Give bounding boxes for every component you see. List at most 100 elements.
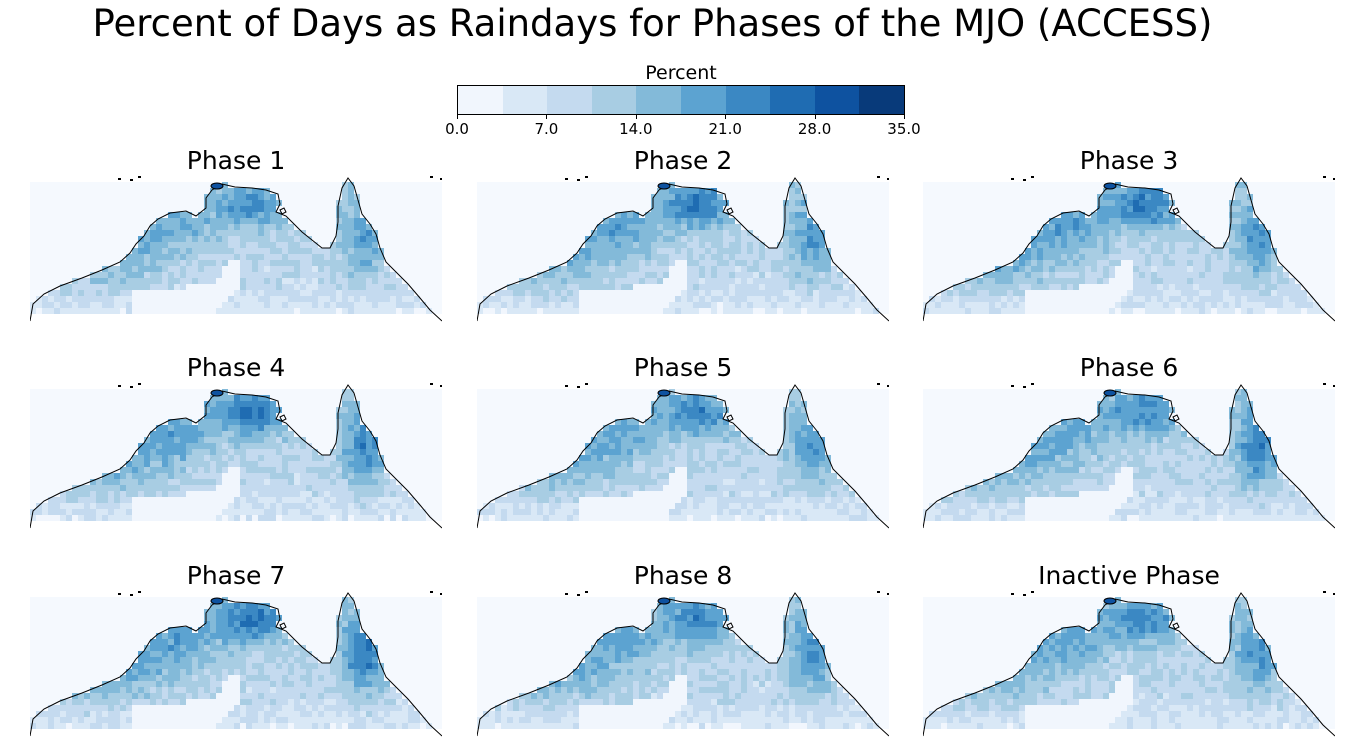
island [726,207,734,215]
colorbar-bin [591,86,637,114]
coastline [477,384,889,529]
coastline-fragment [1031,383,1034,385]
coastline-fragment [118,385,121,387]
map-bottom-strip [477,521,889,533]
panel-title: Phase 2 [633,146,733,175]
map-panel: Phase 1 [30,146,442,326]
coastline-fragment [1023,386,1026,388]
map-bottom-strip [30,729,442,741]
colorbar-bin [547,86,592,114]
colorbar-bin [680,86,726,114]
coastline-fragment [1323,383,1326,385]
coastline-fragment [138,176,141,178]
island [657,597,671,605]
map-panel: Phase 8 [477,561,889,741]
coastline-fragment [1011,178,1014,180]
colorbar-tick [814,114,816,119]
coastline-fragment [1011,385,1014,387]
colorbar-ticks: 0.0 7.0 14.0 21.0 28.0 35.0 [445,114,921,138]
coastline-fragment [430,591,433,593]
colorbar-tick-label: 14.0 [619,120,653,138]
map-panel: Phase 7 [30,561,442,741]
coastline-fragment [887,178,889,180]
coastline-fragment [1333,593,1335,595]
colorbar-bin [725,86,771,114]
colorbar [457,85,905,115]
map-bottom-strip [30,314,442,326]
coastline-fragment [1333,178,1335,180]
colorbar-tick-label: 0.0 [445,120,469,138]
coastline-fragment [440,593,442,595]
map-bottom-strip [477,729,889,741]
map-panel: Phase 2 [477,146,889,326]
coastline-fragment [877,591,880,593]
island [657,182,671,190]
colorbar-bin [502,86,548,114]
coastline-fragment [1031,591,1034,593]
map-panel: Phase 5 [477,353,889,533]
coastline-fragment [877,383,880,385]
coastline-fragment [565,178,568,180]
island [657,389,671,397]
coastline-fragment [585,383,588,385]
island [726,622,734,630]
panel-title: Inactive Phase [1038,561,1220,590]
island [210,597,224,605]
coastline-fragment [440,385,442,387]
island [279,207,287,215]
rainfall-map [923,591,1335,741]
rainfall-map [477,176,889,326]
rainfall-map [477,591,889,741]
map-bottom-strip [923,314,1335,326]
island [279,414,287,422]
rainfall-map [30,383,442,533]
figure-title: Percent of Days as Raindays for Phases o… [92,2,1213,45]
coastline-fragment [1323,591,1326,593]
coastline-fragment [1023,179,1026,181]
map-bottom-strip [923,521,1335,533]
coastline-fragment [887,593,889,595]
map-panel: Phase 4 [30,353,442,533]
map-panel: Phase 3 [923,146,1335,326]
coastline-fragment [130,179,133,181]
colorbar-tick [546,114,548,119]
coastline-fragment [138,591,141,593]
panel-title: Phase 5 [633,353,733,382]
island [1103,389,1117,397]
panel-title: Phase 6 [1079,353,1179,382]
coastline-fragment [1323,176,1326,178]
island [210,389,224,397]
island [210,182,224,190]
coastline-fragment [130,386,133,388]
panel-title: Phase 8 [633,561,733,590]
island [1103,597,1117,605]
colorbar-tick-label: 21.0 [708,120,742,138]
colorbar-tick [725,114,727,119]
island [279,622,287,630]
rainfall-map [477,383,889,533]
colorbar-label: Percent [645,62,717,84]
coastline-fragment [887,385,889,387]
map-panel: Inactive Phase [923,561,1335,741]
coastline-fragment [577,594,580,596]
rainfall-grid [923,389,1335,533]
rainfall-map [30,591,442,741]
panel-title: Phase 7 [186,561,286,590]
island [726,414,734,422]
colorbar-tick [457,114,458,119]
colorbar-bin [859,86,904,114]
coastline-fragment [877,176,880,178]
island [1172,622,1180,630]
rainfall-grid [30,182,442,326]
island [1172,414,1180,422]
coastline-fragment [138,383,141,385]
colorbar-bin [770,86,815,114]
colorbar-bin [636,86,681,114]
map-bottom-strip [923,729,1335,741]
map-bottom-strip [30,521,442,533]
coastline [30,384,442,529]
coastline-fragment [440,178,442,180]
colorbar-tick-label: 35.0 [887,120,921,138]
panel-title: Phase 3 [1079,146,1179,175]
panel-title: Phase 1 [186,146,286,175]
